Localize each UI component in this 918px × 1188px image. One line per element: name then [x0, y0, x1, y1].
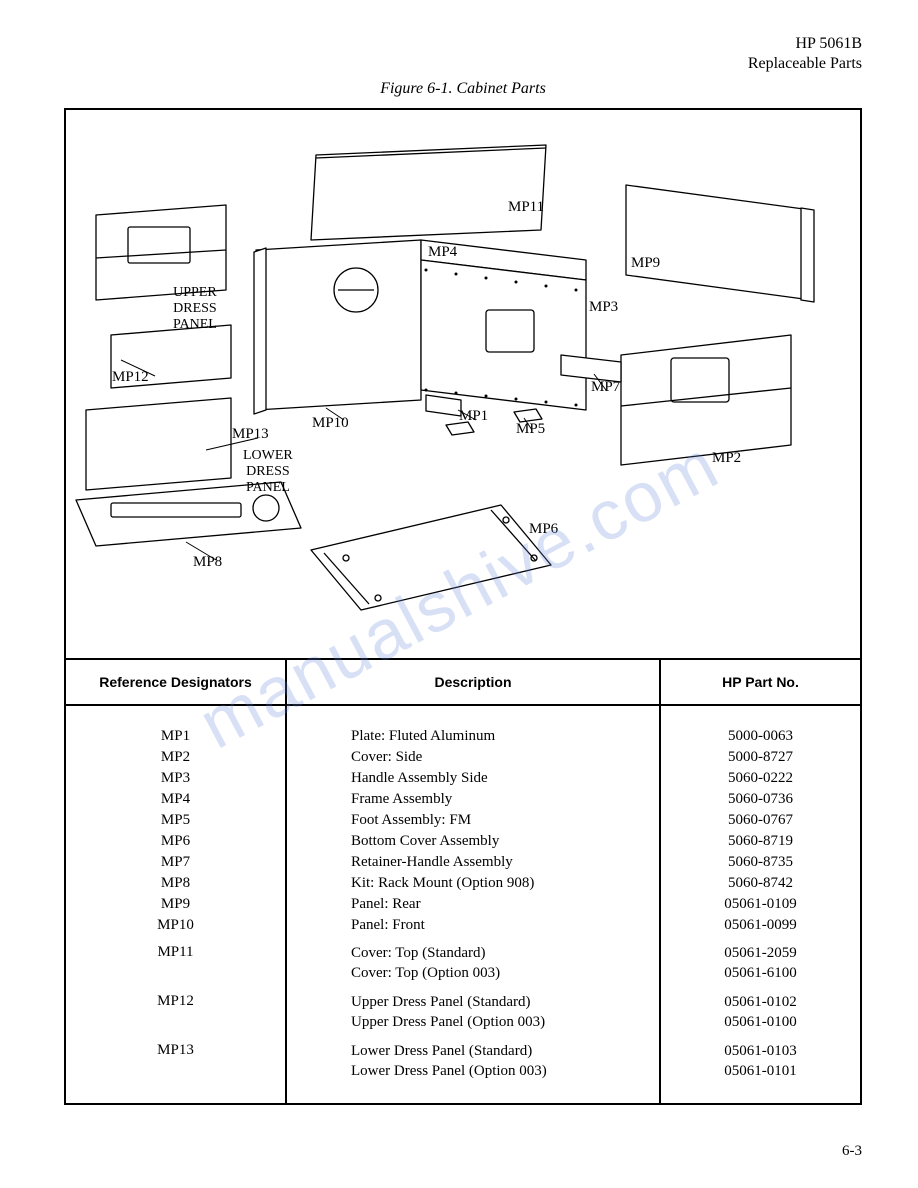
cell-desc: Retainer-Handle Assembly [286, 852, 660, 873]
label-upper-dress-panel: UPPER DRESS PANEL [173, 285, 217, 333]
label-mp6: MP6 [529, 521, 558, 538]
cell-ref: MP2 [66, 747, 286, 768]
cell-ref: MP3 [66, 768, 286, 789]
cell-ref: MP1 [66, 705, 286, 747]
cell-ref: MP6 [66, 831, 286, 852]
cell-ref: MP9 [66, 894, 286, 915]
label-mp10: MP10 [312, 415, 349, 432]
exploded-diagram: MP11 MP4 MP9 MP3 MP7 MP2 MP1 MP5 MP10 MP… [66, 110, 860, 658]
cell-ref: MP11 [66, 936, 286, 985]
label-mp8: MP8 [193, 554, 222, 571]
lower-line1: LOWER [243, 448, 293, 463]
cell-part: 5060-8719 [660, 831, 860, 852]
cell-part: 05061-010205061-0100 [660, 985, 860, 1034]
label-mp3: MP3 [589, 299, 618, 316]
table-row: MP10Panel: Front05061-0099 [66, 915, 860, 936]
table-row: MP1Plate: Fluted Aluminum5000-0063 [66, 705, 860, 747]
upper-line2: DRESS [173, 301, 217, 316]
cell-part: 05061-0109 [660, 894, 860, 915]
model-number: HP 5061B [64, 34, 862, 54]
table-body: MP1Plate: Fluted Aluminum5000-0063MP2Cov… [66, 705, 860, 1103]
label-mp12: MP12 [112, 369, 149, 386]
cell-ref: MP13 [66, 1034, 286, 1103]
cell-desc: Kit: Rack Mount (Option 908) [286, 873, 660, 894]
table-row: MP4Frame Assembly5060-0736 [66, 789, 860, 810]
th-ref: Reference Designators [66, 659, 286, 705]
cell-part: 5000-8727 [660, 747, 860, 768]
cell-desc: Upper Dress Panel (Standard)Upper Dress … [286, 985, 660, 1034]
lower-line3: PANEL [246, 480, 290, 495]
label-mp9: MP9 [631, 255, 660, 272]
cell-part: 05061-205905061-6100 [660, 936, 860, 985]
table-header-row: Reference Designators Description HP Par… [66, 659, 860, 705]
cell-part: 5000-0063 [660, 705, 860, 747]
upper-line1: UPPER [173, 285, 217, 300]
cell-ref: MP7 [66, 852, 286, 873]
table-row: MP7Retainer-Handle Assembly5060-8735 [66, 852, 860, 873]
page-number: 6-3 [842, 1143, 862, 1160]
cell-part: 05061-0099 [660, 915, 860, 936]
parts-table: Reference Designators Description HP Par… [66, 658, 860, 1103]
cell-desc: Foot Assembly: FM [286, 810, 660, 831]
cell-part: 5060-0736 [660, 789, 860, 810]
cell-part: 05061-010305061-0101 [660, 1034, 860, 1103]
cell-desc: Lower Dress Panel (Standard)Lower Dress … [286, 1034, 660, 1103]
label-mp7: MP7 [591, 379, 620, 396]
lower-line2: DRESS [246, 464, 290, 479]
cell-ref: MP5 [66, 810, 286, 831]
th-part: HP Part No. [660, 659, 860, 705]
cell-ref: MP8 [66, 873, 286, 894]
cell-desc: Cover: Top (Standard)Cover: Top (Option … [286, 936, 660, 985]
cell-ref: MP10 [66, 915, 286, 936]
figure-title: Figure 6-1. Cabinet Parts [64, 80, 862, 98]
cell-part: 5060-0222 [660, 768, 860, 789]
table-row: MP12Upper Dress Panel (Standard)Upper Dr… [66, 985, 860, 1034]
table-row: MP13Lower Dress Panel (Standard)Lower Dr… [66, 1034, 860, 1103]
table-row: MP5Foot Assembly: FM5060-0767 [66, 810, 860, 831]
diagram-svg [66, 110, 860, 658]
cell-desc: Bottom Cover Assembly [286, 831, 660, 852]
table-row: MP3Handle Assembly Side5060-0222 [66, 768, 860, 789]
label-mp4: MP4 [428, 244, 457, 261]
table-row: MP6Bottom Cover Assembly5060-8719 [66, 831, 860, 852]
cell-ref: MP12 [66, 985, 286, 1034]
label-mp5: MP5 [516, 421, 545, 438]
table-row: MP11Cover: Top (Standard)Cover: Top (Opt… [66, 936, 860, 985]
cell-desc: Plate: Fluted Aluminum [286, 705, 660, 747]
cell-part: 5060-0767 [660, 810, 860, 831]
label-mp2: MP2 [712, 450, 741, 467]
label-mp11: MP11 [508, 199, 544, 216]
upper-line3: PANEL [173, 317, 217, 332]
cell-desc: Panel: Front [286, 915, 660, 936]
table-row: MP8Kit: Rack Mount (Option 908)5060-8742 [66, 873, 860, 894]
cell-desc: Handle Assembly Side [286, 768, 660, 789]
cell-desc: Panel: Rear [286, 894, 660, 915]
label-mp1: MP1 [459, 408, 488, 425]
table-row: MP2Cover: Side5000-8727 [66, 747, 860, 768]
cell-desc: Cover: Side [286, 747, 660, 768]
cell-part: 5060-8742 [660, 873, 860, 894]
cell-part: 5060-8735 [660, 852, 860, 873]
th-desc: Description [286, 659, 660, 705]
figure-frame: MP11 MP4 MP9 MP3 MP7 MP2 MP1 MP5 MP10 MP… [64, 108, 862, 1105]
label-lower-dress-panel: LOWER DRESS PANEL [243, 448, 293, 496]
label-mp13: MP13 [232, 426, 269, 443]
table-row: MP9Panel: Rear05061-0109 [66, 894, 860, 915]
cell-desc: Frame Assembly [286, 789, 660, 810]
page-header: HP 5061B Replaceable Parts [64, 34, 862, 74]
section-name: Replaceable Parts [64, 54, 862, 74]
cell-ref: MP4 [66, 789, 286, 810]
